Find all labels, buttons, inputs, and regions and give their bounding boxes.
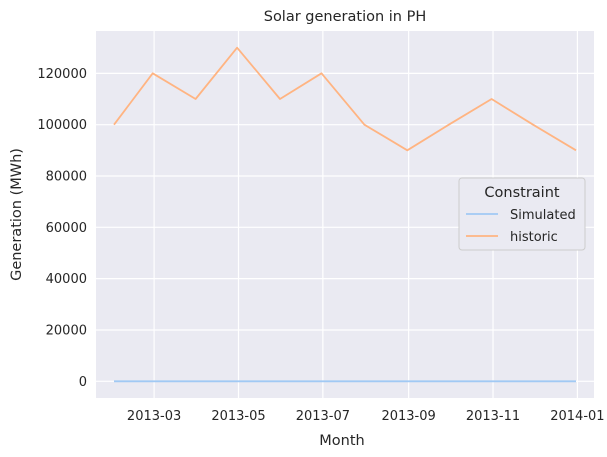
x-tick-label: 2013-05 <box>211 409 265 424</box>
legend-box <box>458 177 586 251</box>
y-axis-ticks: 0 20000 40000 60000 80000 100000 120000 <box>37 67 87 390</box>
x-tick-label: 2013-07 <box>296 409 350 424</box>
legend-title: Constraint <box>484 185 559 201</box>
x-tick-label: 2013-03 <box>127 409 181 424</box>
legend-label-simulated: Simulated <box>510 208 576 223</box>
y-tick-label: 80000 <box>46 170 87 185</box>
y-tick-label: 60000 <box>46 221 87 236</box>
y-tick-label: 0 <box>79 375 87 390</box>
y-tick-label: 100000 <box>37 118 87 133</box>
y-tick-label: 20000 <box>46 323 87 338</box>
x-tick-label: 2014-01 <box>550 409 604 424</box>
x-tick-label: 2013-11 <box>466 409 520 424</box>
x-tick-label: 2013-09 <box>381 409 435 424</box>
legend-label-historic: historic <box>510 230 558 245</box>
x-axis-ticks: 2013-03 2013-05 2013-07 2013-09 2013-11 2014-… <box>127 409 605 424</box>
chart-title: Solar generation in PH <box>264 9 427 25</box>
legend: Constraint Simulated historic <box>458 177 586 251</box>
series-lines <box>113 46 577 383</box>
y-tick-label: 120000 <box>37 67 87 82</box>
y-tick-label: 40000 <box>46 272 87 287</box>
series-line-historic <box>113 46 577 152</box>
x-axis-label: Month <box>319 433 364 449</box>
y-axis-label: Generation (MWh) <box>9 148 25 281</box>
